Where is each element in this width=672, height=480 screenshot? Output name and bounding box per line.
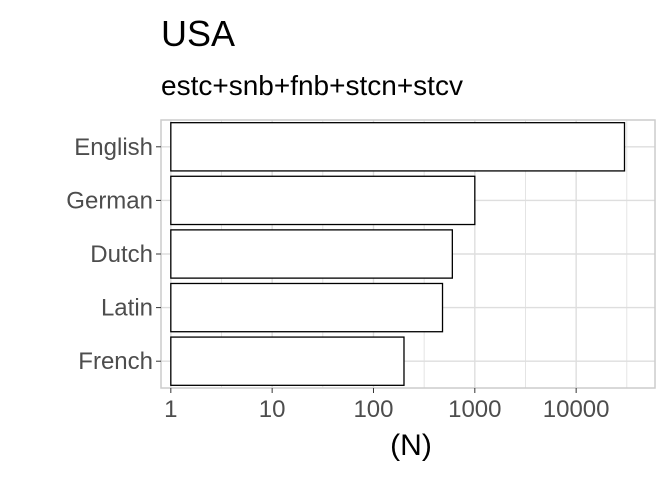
- bar-latin: [170, 282, 444, 333]
- chart-title: USA: [161, 13, 235, 54]
- x-tick-label: 10000: [543, 396, 610, 423]
- chart-subtitle: estc+snb+fnb+stcn+stcv: [161, 70, 463, 101]
- x-tick-label: 1: [164, 396, 177, 423]
- bar-english: [170, 122, 626, 172]
- bar-dutch: [170, 229, 453, 279]
- x-axis-ticks: 1 10 100 1000 10000: [164, 388, 610, 423]
- x-axis-label: (N): [390, 429, 432, 462]
- x-tick-label: 10: [259, 396, 286, 423]
- y-tick-label-latin: Latin: [101, 295, 153, 322]
- x-tick-label: 1000: [448, 396, 501, 423]
- y-axis-ticks: English German Dutch Latin French: [66, 134, 161, 375]
- bar-french: [170, 336, 405, 386]
- y-tick-label-english: English: [74, 134, 153, 161]
- y-tick-label-french: French: [78, 348, 153, 375]
- x-tick-label: 100: [353, 396, 393, 423]
- y-tick-label-german: German: [66, 187, 153, 214]
- bars: [170, 122, 626, 386]
- y-tick-label-dutch: Dutch: [90, 241, 153, 268]
- bar-german: [170, 175, 476, 226]
